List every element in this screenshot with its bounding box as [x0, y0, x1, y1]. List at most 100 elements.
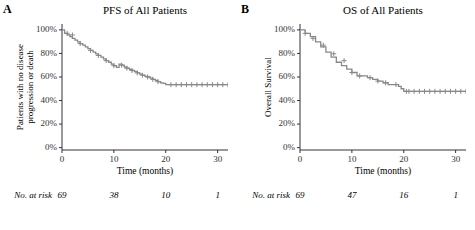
censor-mark [205, 82, 210, 87]
x-tick [62, 150, 63, 153]
censor-mark [189, 82, 194, 87]
censor-mark [96, 53, 101, 58]
x-tick-label: 20 [161, 154, 171, 164]
censor-mark [383, 80, 388, 85]
x-tick-label: 30 [451, 154, 461, 164]
x-axis-label: Time (months) [117, 166, 173, 177]
chart: APFS of All Patients0%20%40%60%80%100%01… [0, 0, 475, 230]
censor-mark [448, 89, 453, 94]
at-risk-value: 10 [161, 190, 171, 200]
x-tick [217, 150, 218, 153]
at-risk-value: 69 [58, 190, 68, 200]
km-curve [62, 30, 228, 85]
plot-area [62, 30, 228, 87]
censor-mark [111, 63, 116, 68]
y-axis-label-line: Patients with no disease [15, 44, 25, 130]
censor-mark [140, 73, 145, 78]
y-axis-label-line: progression or death [25, 50, 35, 124]
x-tick-label: 0 [60, 154, 65, 164]
y-tick [59, 124, 62, 125]
panel: BOS of All Patients0%20%40%60%80%100%010… [241, 2, 469, 200]
censor-mark [88, 48, 93, 53]
censor-mark [464, 89, 467, 94]
y-tick [59, 76, 62, 77]
title: OS of All Patients [343, 4, 423, 16]
y-axis-label: Overall Survival [263, 57, 273, 117]
y-tick [59, 53, 62, 54]
y-tick-label: 40% [41, 95, 58, 105]
y-tick [297, 53, 300, 54]
y-tick [59, 29, 62, 30]
censor-mark [432, 89, 437, 94]
panel-label: A [3, 2, 12, 16]
x-tick-label: 20 [399, 154, 409, 164]
censor-mark [210, 82, 215, 87]
x-tick [351, 150, 352, 153]
censor-mark [303, 31, 308, 36]
at-risk-value: 38 [108, 190, 119, 200]
x-tick-label: 10 [347, 154, 357, 164]
y-axis-label: Patients with no diseaseprogression or d… [15, 44, 36, 130]
censor-mark [200, 82, 205, 87]
censor-mark [453, 89, 458, 94]
censor-mark [174, 82, 179, 87]
censor-mark [375, 79, 380, 84]
censor-mark [393, 82, 398, 87]
censor-mark [438, 89, 443, 94]
censor-mark [104, 58, 109, 63]
y-axis-line [300, 24, 301, 150]
censor-mark [422, 89, 427, 94]
panel: A PFS of All Patients 0% 20% 40% 60% 80% 100% 0 1… [3, 2, 231, 200]
x-tick-label: 30 [213, 154, 223, 164]
y-tick-label: 60% [279, 71, 296, 81]
censor-mark [184, 82, 189, 87]
censor-mark [331, 51, 336, 56]
y-tick-label: 80% [41, 48, 58, 58]
censor-mark [168, 82, 173, 87]
censor-mark [194, 82, 199, 87]
censor-mark [342, 58, 347, 63]
censor-mark [357, 73, 362, 78]
at-risk-value: 1 [453, 190, 458, 200]
y-tick-label: 60% [41, 71, 58, 81]
y-tick-label: 20% [41, 118, 58, 128]
x-tick-label: 10 [109, 154, 119, 164]
censor-mark [78, 41, 83, 46]
plot-area [300, 30, 466, 94]
censor-mark [145, 74, 150, 79]
at-risk-label: No. at risk [251, 190, 291, 200]
censor-mark [417, 89, 422, 94]
censor-mark [406, 89, 411, 94]
y-tick [59, 147, 62, 148]
censor-mark [150, 77, 155, 82]
x-tick [113, 150, 114, 153]
x-tick [455, 150, 456, 153]
x-tick [165, 150, 166, 153]
censor-mark [443, 89, 448, 94]
censor-mark [349, 70, 354, 75]
y-tick-label: 0% [283, 142, 296, 152]
censor-mark [321, 43, 326, 48]
at-risk-value: 47 [347, 190, 357, 200]
censor-mark [155, 79, 160, 84]
y-tick-label: 100% [36, 24, 58, 34]
censor-mark [226, 82, 229, 87]
censor-mark [220, 82, 225, 87]
censor-mark [179, 82, 184, 87]
y-axis-line [62, 24, 63, 150]
at-risk-value: 69 [296, 190, 306, 200]
censor-mark [70, 32, 75, 37]
x-tick [403, 150, 404, 153]
y-tick-label: 0% [45, 142, 58, 152]
y-tick-label: 20% [279, 118, 296, 128]
km-curve [300, 30, 466, 91]
at-risk-value: 1 [215, 190, 220, 200]
censor-mark [427, 89, 432, 94]
panel-label: B [241, 2, 249, 16]
censor-mark [65, 31, 70, 36]
x-axis-label: Time (months) [355, 166, 411, 177]
x-tick [300, 150, 301, 153]
title: PFS of All Patients [103, 4, 187, 16]
censor-mark [124, 66, 129, 71]
censor-mark [310, 36, 315, 41]
